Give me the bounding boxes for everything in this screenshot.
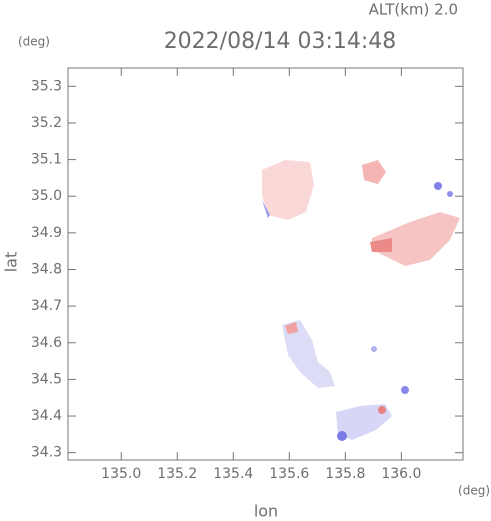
x-tick-label: 135.0 bbox=[101, 466, 141, 482]
echo bbox=[336, 404, 392, 440]
y-tick-label: 35.1 bbox=[31, 152, 62, 168]
y-tick-label: 35.3 bbox=[31, 78, 62, 94]
x-tick-label: 135.8 bbox=[325, 466, 365, 482]
y-tick-label: 34.4 bbox=[31, 408, 62, 424]
echo bbox=[362, 160, 386, 184]
x-unit: (deg) bbox=[458, 484, 490, 498]
echo bbox=[372, 212, 460, 266]
echo bbox=[401, 386, 409, 394]
y-tick-label: 34.6 bbox=[31, 335, 62, 351]
y-tick-label: 34.9 bbox=[31, 225, 62, 241]
y-tick-label: 35.0 bbox=[31, 188, 62, 204]
y-tick-label: 34.7 bbox=[31, 298, 62, 314]
plot-frame bbox=[67, 67, 464, 461]
echo bbox=[378, 406, 386, 414]
echo bbox=[370, 238, 392, 252]
y-axis-label: lat bbox=[2, 252, 21, 273]
y-tick-label: 34.3 bbox=[31, 445, 62, 461]
x-tick-label: 135.4 bbox=[213, 466, 253, 482]
x-tick-label: 135.6 bbox=[269, 466, 309, 482]
echo bbox=[262, 200, 270, 218]
echo bbox=[447, 191, 453, 197]
echo bbox=[282, 320, 335, 388]
echo bbox=[262, 160, 314, 220]
chart-title: 2022/08/14 03:14:48 bbox=[164, 29, 397, 54]
echo bbox=[285, 322, 298, 334]
y-unit: (deg) bbox=[18, 35, 50, 49]
y-tick-label: 34.5 bbox=[31, 371, 62, 387]
x-tick-label: 135.2 bbox=[157, 466, 197, 482]
echo bbox=[434, 182, 442, 190]
y-tick-label: 35.2 bbox=[31, 115, 62, 131]
echo bbox=[337, 431, 347, 441]
x-tick-label: 136.0 bbox=[381, 466, 421, 482]
y-tick-label: 34.8 bbox=[31, 261, 62, 277]
x-axis-label: lon bbox=[254, 502, 278, 521]
echo bbox=[371, 346, 377, 352]
echoes bbox=[262, 160, 460, 441]
altitude-label: ALT(km) 2.0 bbox=[369, 1, 458, 19]
